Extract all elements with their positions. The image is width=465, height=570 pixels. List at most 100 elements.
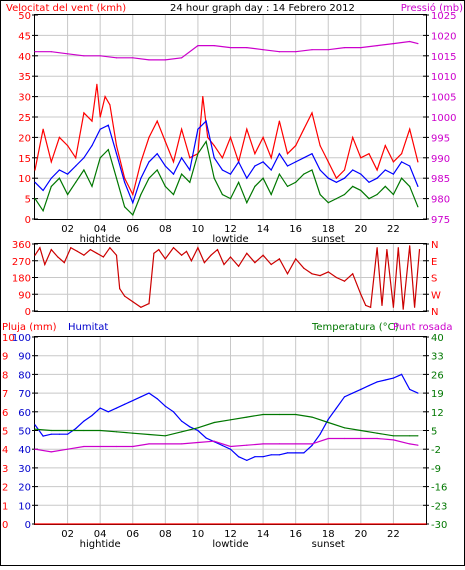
data-point <box>164 435 166 437</box>
data-point <box>132 301 134 303</box>
right-axis-tick-label: 1015 <box>431 52 456 63</box>
data-point <box>91 145 93 147</box>
data-point <box>140 306 142 308</box>
data-point <box>67 433 69 435</box>
data-point <box>140 161 142 163</box>
data-point <box>376 45 378 47</box>
data-point <box>50 451 52 453</box>
data-point <box>63 262 65 264</box>
data-point <box>343 427 346 429</box>
data-point <box>254 165 256 167</box>
data-point <box>148 161 150 163</box>
data-point <box>229 173 232 175</box>
tide-label: lowtide <box>212 234 248 245</box>
left-axis-tick-label: 25 <box>18 113 31 124</box>
data-point <box>132 193 134 196</box>
data-point <box>295 452 297 454</box>
data-point <box>417 161 419 163</box>
data-point <box>34 181 36 183</box>
data-point <box>172 161 175 163</box>
data-point <box>409 185 411 187</box>
data-point <box>254 262 256 264</box>
data-point <box>213 145 215 147</box>
data-point <box>327 161 329 163</box>
data-point <box>34 523 36 525</box>
data-point <box>343 193 346 196</box>
data-point <box>39 247 41 249</box>
data-point <box>221 193 223 196</box>
data-point <box>384 169 386 171</box>
data-point <box>50 433 52 435</box>
data-point <box>99 445 101 448</box>
data-point <box>207 136 209 138</box>
data-point <box>238 265 240 267</box>
data-point <box>140 396 142 398</box>
data-point <box>376 381 378 383</box>
left-axis-tick-label: 30 <box>18 93 31 104</box>
data-point <box>262 161 264 163</box>
data-point <box>392 161 394 163</box>
data-point <box>270 169 272 171</box>
right-axis-tick-label: 1005 <box>431 93 456 104</box>
right-axis-tick-label: N <box>431 240 438 251</box>
data-point <box>67 53 69 55</box>
data-point <box>132 214 134 216</box>
data-point <box>223 263 225 266</box>
data-point <box>365 304 367 306</box>
data-point <box>360 429 362 432</box>
data-point <box>381 304 383 306</box>
data-point <box>156 169 158 171</box>
data-point <box>148 433 150 436</box>
data-point <box>311 112 313 114</box>
data-point <box>172 247 175 249</box>
data-point <box>368 385 370 387</box>
data-point <box>197 247 199 249</box>
data-point <box>262 413 264 416</box>
data-point <box>205 437 207 439</box>
data-point <box>343 169 346 171</box>
data-point <box>246 128 248 130</box>
data-point <box>96 83 98 85</box>
data-point <box>83 429 85 432</box>
data-point <box>164 443 166 445</box>
right-axis-tick-label: 1025 <box>431 11 456 22</box>
data-point <box>124 206 126 208</box>
data-point <box>58 177 61 179</box>
series-line-humitat <box>34 373 419 462</box>
data-point <box>124 295 126 297</box>
data-point <box>156 398 158 400</box>
x-axis-tick-label: 12 <box>224 224 237 235</box>
data-point <box>392 306 394 308</box>
rain-tick-label: 2 <box>2 483 8 494</box>
right-axis-tick-label: 1020 <box>431 31 456 42</box>
data-point <box>213 45 215 47</box>
data-point <box>189 181 191 183</box>
data-point <box>34 254 36 256</box>
data-point <box>370 306 372 308</box>
right-axis-tick-label: 995 <box>431 133 450 144</box>
data-point <box>384 379 386 381</box>
data-point <box>417 206 419 208</box>
data-point <box>278 258 280 260</box>
data-point <box>213 177 215 179</box>
data-point <box>58 136 61 138</box>
data-point <box>278 413 280 416</box>
data-point <box>213 421 215 424</box>
data-point <box>102 256 104 258</box>
left-axis-tick-label: 0 <box>25 307 31 318</box>
humidity-tick-label: 10 <box>18 501 31 512</box>
temperature-axis-label: Temperatura (°C) <box>311 322 399 333</box>
tide-label: sunset <box>312 539 345 550</box>
data-point <box>34 448 36 450</box>
rain-tick-label: 0 <box>2 520 8 531</box>
data-point <box>409 443 411 445</box>
data-point <box>286 165 289 167</box>
data-point <box>254 185 256 187</box>
data-point <box>397 247 399 249</box>
series-line-r-fega <box>34 119 419 205</box>
pressure-axis-label: Pressió (mb) <box>401 2 463 14</box>
data-point <box>67 429 69 432</box>
data-point <box>376 247 378 249</box>
data-point <box>414 306 416 308</box>
